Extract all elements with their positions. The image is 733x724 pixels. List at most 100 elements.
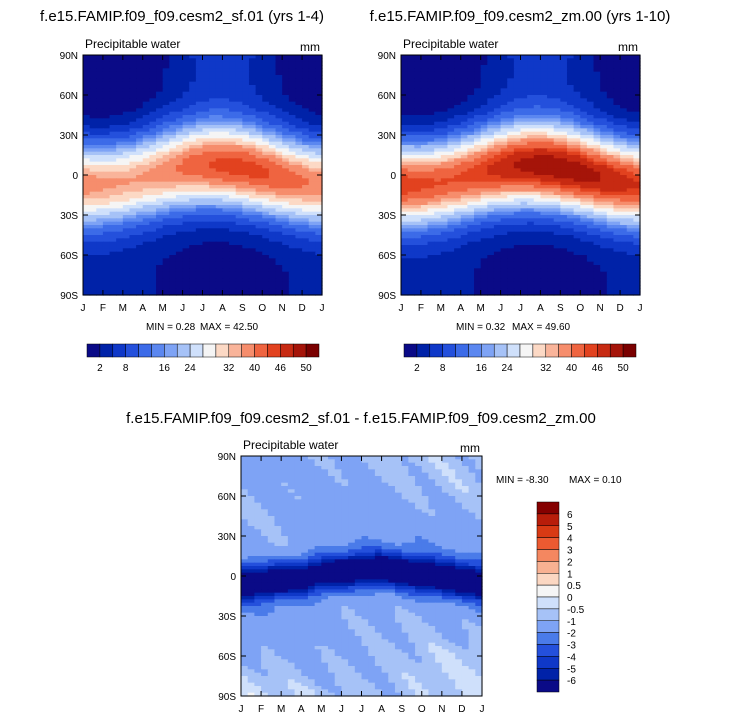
contour-cell xyxy=(189,228,197,233)
contour-cell xyxy=(593,258,601,263)
contour-cell xyxy=(242,78,250,83)
contour-cell xyxy=(282,88,290,93)
contour-cell xyxy=(102,208,111,213)
contour-cell xyxy=(262,288,270,293)
contour-cell xyxy=(440,115,449,119)
contour-cell xyxy=(268,188,277,193)
contour-cell xyxy=(116,138,124,143)
contour-cell xyxy=(560,88,568,93)
contour-cell xyxy=(96,61,104,66)
contour-cell xyxy=(116,75,124,79)
contour-cell xyxy=(195,278,204,283)
contour-cell xyxy=(401,175,409,179)
contour-cell xyxy=(189,208,197,213)
contour-cell xyxy=(96,128,104,133)
contour-cell xyxy=(434,218,442,223)
contour-cell xyxy=(440,241,449,246)
contour-cell xyxy=(401,148,409,153)
contour-cell xyxy=(315,218,323,223)
contour-cell xyxy=(613,125,621,129)
contour-cell xyxy=(149,285,157,289)
contour-cell xyxy=(513,145,522,149)
contour-cell xyxy=(315,95,323,99)
contour-cell xyxy=(136,115,144,119)
contour-cell xyxy=(513,141,522,146)
contour-cell xyxy=(434,255,442,259)
contour-cell xyxy=(500,218,508,223)
contour-cell xyxy=(315,191,323,196)
contour-cell xyxy=(315,245,323,249)
contour-cell xyxy=(136,225,144,229)
contour-cell xyxy=(454,181,462,186)
contour-cell xyxy=(136,145,144,149)
contour-cell xyxy=(222,228,230,233)
contour-cell xyxy=(182,151,190,156)
contour-cell xyxy=(229,271,237,276)
contour-cell xyxy=(434,208,442,213)
contour-cell xyxy=(447,141,455,146)
contour-cell xyxy=(182,78,190,83)
contour-cell xyxy=(427,191,435,196)
contour-cell xyxy=(156,91,164,96)
contour-cell xyxy=(195,111,204,116)
contour-cell xyxy=(566,208,575,213)
contour-cell xyxy=(434,85,442,89)
contour-cell xyxy=(480,221,488,226)
contour-cell xyxy=(460,121,468,126)
contour-cell xyxy=(440,111,449,116)
contour-cell xyxy=(626,155,634,159)
contour-cell xyxy=(89,251,97,256)
contour-cell xyxy=(142,101,150,106)
contour-cell xyxy=(407,85,415,89)
contour-cell xyxy=(255,251,263,256)
contour-cell xyxy=(566,105,575,109)
contour-cell xyxy=(262,158,270,163)
contour-cell xyxy=(626,235,634,239)
contour-cell xyxy=(580,111,588,116)
contour-cell xyxy=(315,248,323,253)
contour-cell xyxy=(102,171,111,176)
contour-cell xyxy=(573,228,581,233)
contour-cell xyxy=(414,108,422,113)
contour-cell xyxy=(295,245,303,249)
contour-cell xyxy=(454,108,462,113)
contour-cell xyxy=(169,205,177,209)
contour-cell xyxy=(566,255,575,259)
contour-cell xyxy=(633,231,641,236)
contour-cell xyxy=(600,68,608,73)
chart-title: f.e15.FAMIP.f09_f09.cesm2_sf.01 (yrs 1-4… xyxy=(40,8,324,25)
contour-cell xyxy=(593,205,601,209)
contour-cell xyxy=(102,235,111,239)
contour-cell xyxy=(229,148,237,153)
contour-cell xyxy=(487,175,495,179)
contour-cell xyxy=(209,211,217,216)
contour-cell xyxy=(222,198,230,203)
contour-cell xyxy=(633,135,641,139)
contour-cell xyxy=(275,195,283,199)
contour-cell xyxy=(109,145,117,149)
contour-cell xyxy=(414,265,422,269)
contour-cell xyxy=(242,198,250,203)
contour-cell xyxy=(136,288,144,293)
contour-cell xyxy=(255,285,263,289)
contour-cell xyxy=(606,231,615,236)
contour-cell xyxy=(507,245,515,249)
contour-cell xyxy=(467,61,475,66)
contour-cell xyxy=(83,158,91,163)
contour-cell xyxy=(527,221,535,226)
contour-cell xyxy=(315,55,323,59)
contour-cell xyxy=(288,71,297,76)
contour-cell xyxy=(407,65,415,69)
contour-cell xyxy=(480,198,488,203)
contour-cell xyxy=(215,261,224,266)
contour-cell xyxy=(122,255,131,259)
contour-cell xyxy=(255,138,263,143)
contour-cell xyxy=(467,215,475,219)
contour-cell xyxy=(215,278,224,283)
contour-cell xyxy=(89,268,97,273)
contour-cell xyxy=(487,261,495,266)
contour-cell xyxy=(195,215,204,219)
contour-cell xyxy=(96,185,104,189)
contour-cell xyxy=(553,98,561,103)
contour-cell xyxy=(626,158,634,163)
